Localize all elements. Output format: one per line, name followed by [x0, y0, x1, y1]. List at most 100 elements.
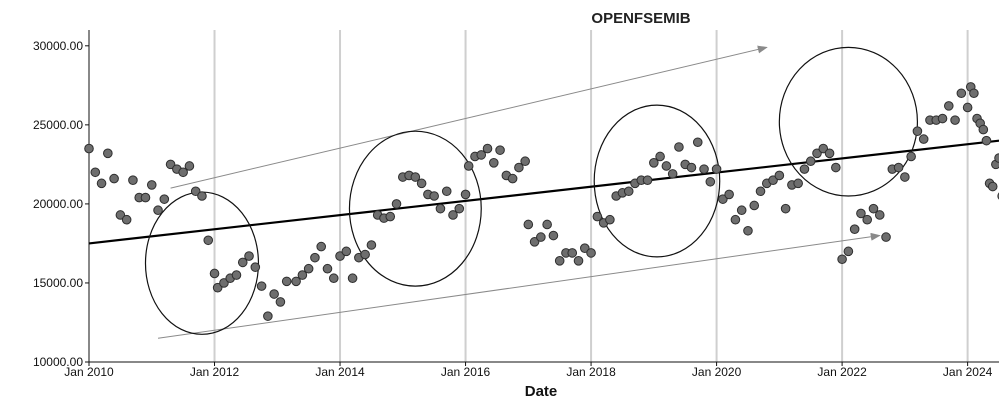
y-tick-label: 15000.00 [33, 276, 83, 290]
data-point [165, 159, 176, 170]
chart-title: OPENFSEMIB [591, 10, 690, 27]
data-point [554, 256, 565, 266]
data-point [978, 124, 989, 135]
data-point [837, 254, 847, 265]
y-tick-labels: 10000.00 15000.00 20000.00 25000.00 30000.00 [33, 39, 83, 369]
data-point [103, 148, 113, 159]
data-point [514, 162, 524, 173]
data-point [994, 153, 999, 163]
x-tick-label: Jan 2010 [64, 365, 114, 379]
data-point [893, 162, 904, 173]
y-tick-label: 25000.00 [33, 118, 83, 132]
data-point [495, 145, 505, 155]
data-point [743, 225, 753, 236]
data-point [410, 172, 421, 182]
data-point [128, 175, 138, 185]
data-point [250, 262, 261, 272]
data-point [391, 199, 402, 209]
data-point [146, 180, 157, 190]
data-point [692, 137, 703, 148]
data-point [476, 150, 487, 160]
data-point [774, 170, 785, 181]
data-point [755, 186, 766, 197]
data-point [856, 208, 866, 219]
data-point [523, 219, 534, 230]
data-point [529, 237, 540, 247]
data-point [943, 101, 954, 111]
data-point [190, 186, 201, 197]
data-point [212, 282, 223, 293]
data-point [520, 156, 530, 167]
data-point [159, 194, 170, 204]
data-point [153, 205, 163, 216]
data-point [197, 191, 207, 201]
data-point [328, 273, 339, 284]
data-point [360, 249, 370, 260]
data-point [96, 178, 107, 189]
data-point [567, 248, 578, 258]
data-point [84, 143, 94, 154]
data-point [542, 219, 552, 230]
data-point [454, 203, 465, 214]
data-point [981, 135, 992, 146]
data-point [488, 158, 499, 168]
data-point [435, 203, 446, 214]
axes [85, 30, 999, 366]
data-point [881, 232, 891, 242]
data-point [316, 241, 327, 252]
data-point [416, 178, 427, 189]
data-point [874, 210, 885, 220]
x-tick-label: Jan 2018 [566, 365, 616, 379]
highlight-ellipse [348, 130, 482, 287]
data-point [674, 142, 684, 152]
trend-line [88, 139, 999, 245]
data-point [843, 246, 854, 257]
data-points [84, 82, 999, 321]
data-point [310, 252, 320, 263]
y-tick-label: 30000.00 [33, 39, 83, 53]
x-tick-label: Jan 2014 [315, 365, 365, 379]
data-point [868, 203, 879, 214]
data-point [441, 186, 452, 197]
data-point [711, 164, 722, 174]
data-point [297, 270, 308, 280]
data-point [655, 151, 665, 162]
data-point [203, 235, 214, 246]
x-tick-label: Jan 2022 [817, 365, 867, 379]
data-point [281, 276, 292, 287]
data-point [579, 243, 590, 253]
data-point [831, 162, 841, 173]
data-point [749, 200, 760, 211]
data-point [460, 189, 471, 200]
lower-trend-arrow [157, 232, 881, 339]
data-point [667, 169, 678, 179]
data-point [303, 263, 314, 274]
data-point [799, 164, 810, 174]
data-point [849, 224, 860, 234]
highlight-ellipse [593, 104, 721, 258]
data-point [956, 88, 967, 99]
data-point [812, 148, 822, 159]
data-point [366, 240, 377, 250]
data-point [507, 173, 518, 184]
data-point [322, 263, 333, 274]
data-point [736, 205, 747, 216]
x-axis-title: Date [525, 383, 558, 399]
data-point [231, 270, 242, 280]
y-tick-label: 20000.00 [33, 197, 83, 211]
data-point [140, 192, 151, 203]
data-point [912, 126, 923, 136]
y-tick-label: 10000.00 [33, 355, 83, 369]
x-tick-labels: Jan 2010 Jan 2012 Jan 2014 Jan 2016 Jan 2018… [64, 365, 992, 379]
data-point [463, 161, 474, 171]
data-point [335, 251, 345, 261]
data-point [724, 189, 734, 200]
data-point [548, 230, 559, 241]
data-point [347, 273, 358, 284]
trend-line-group [88, 139, 999, 245]
data-point [592, 211, 603, 222]
data-point [573, 256, 584, 266]
data-point [448, 210, 458, 220]
upper-trend-arrow [170, 45, 768, 189]
